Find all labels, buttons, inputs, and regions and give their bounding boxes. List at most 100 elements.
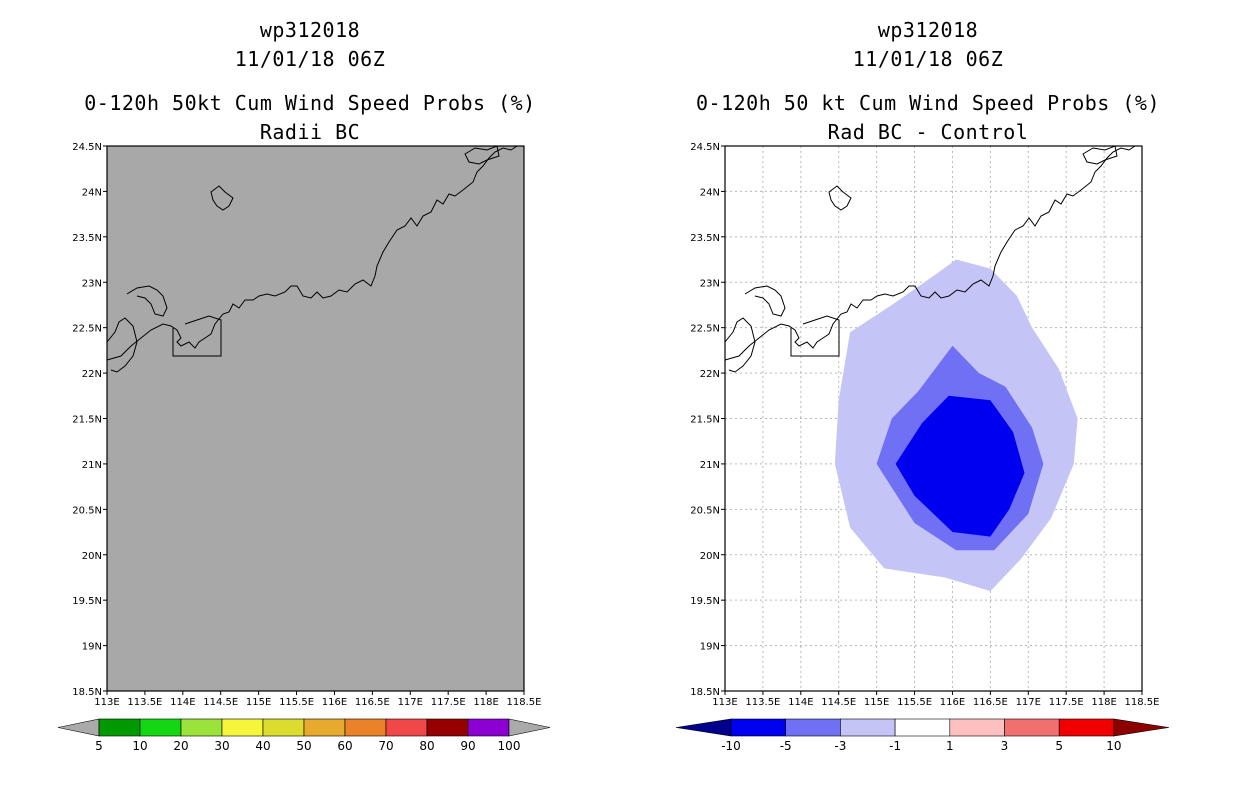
lat-label: 24.5N xyxy=(690,142,720,153)
colorbar-label: 60 xyxy=(337,739,352,753)
colorbar-segment xyxy=(262,718,305,737)
colorbar-segment xyxy=(894,718,951,737)
left-storm-id: wp312018 xyxy=(259,18,361,42)
lat-label: 19N xyxy=(700,642,720,653)
right-title: 0-120h 50 kt Cum Wind Speed Probs (%) xyxy=(695,91,1161,115)
coastline xyxy=(724,317,756,373)
coastline xyxy=(126,285,168,317)
lon-label: 113.5E xyxy=(745,697,780,708)
lon-label: 113.5E xyxy=(127,697,162,708)
probability-contour xyxy=(895,395,1025,537)
lon-label: 116E xyxy=(322,697,347,708)
lat-label: 19N xyxy=(82,642,102,653)
colorbar-label: 5 xyxy=(95,739,103,753)
colorbar-label: 70 xyxy=(378,739,393,753)
colorbar-label: 10 xyxy=(132,739,147,753)
lat-label: 23.5N xyxy=(690,233,720,244)
lon-label: 117E xyxy=(398,697,423,708)
lon-label: 115E xyxy=(864,697,889,708)
lon-label: 118.5E xyxy=(507,697,542,708)
lon-label: 117.5E xyxy=(1049,697,1084,708)
coastline xyxy=(790,315,840,357)
lon-label: 114E xyxy=(788,697,813,708)
island-outline xyxy=(1082,145,1118,165)
lat-label: 23N xyxy=(700,278,720,289)
right-subtitle: Rad BC - Control xyxy=(827,120,1029,144)
lat-label: 20.5N xyxy=(690,505,720,516)
colorbar-label: -1 xyxy=(889,739,901,753)
colorbar-label: -5 xyxy=(780,739,792,753)
colorbar-label: 90 xyxy=(460,739,475,753)
island-outline xyxy=(464,145,500,165)
lat-label: 20N xyxy=(82,551,102,562)
coastline xyxy=(744,285,786,317)
colorbar-label: 30 xyxy=(214,739,229,753)
lon-label: 113E xyxy=(712,697,737,708)
colorbar-segment xyxy=(221,718,264,737)
lat-label: 21.5N xyxy=(72,415,102,426)
colorbar-segment xyxy=(426,718,469,737)
lon-label: 114.5E xyxy=(821,697,856,708)
lat-label: 20.5N xyxy=(72,505,102,516)
lon-label: 118E xyxy=(473,697,498,708)
coastline xyxy=(724,145,1136,361)
lat-label: 21.5N xyxy=(690,415,720,426)
lat-label: 22.5N xyxy=(72,324,102,335)
lon-label: 116.5E xyxy=(973,697,1008,708)
colorbar-segment xyxy=(1004,718,1060,737)
colorbar-segment xyxy=(949,718,1005,737)
map-background xyxy=(107,146,524,691)
colorbar-segment xyxy=(139,718,182,737)
lat-label: 23.5N xyxy=(72,233,102,244)
left-datetime: 11/01/18 06Z xyxy=(234,47,386,71)
lat-label: 19.5N xyxy=(72,596,102,607)
colorbar-label: 1 xyxy=(946,739,954,753)
colorbar-label: 20 xyxy=(173,739,188,753)
colorbar-label: 100 xyxy=(498,739,521,753)
colorbar-segment xyxy=(840,718,896,737)
colorbar-high-arrow xyxy=(1113,718,1169,737)
colorbar-label: 5 xyxy=(1055,739,1063,753)
right-colorbar: -10 -5 -3 -1 1 3 5 10 xyxy=(675,718,1169,753)
lat-label: 22N xyxy=(700,369,720,380)
colorbar-label: -10 xyxy=(721,739,741,753)
colorbar-label: 3 xyxy=(1001,739,1009,753)
colorbar-segment xyxy=(785,718,841,737)
lat-label: 23N xyxy=(82,278,102,289)
lat-label: 24.5N xyxy=(72,142,102,153)
colorbar-segment xyxy=(730,718,787,737)
colorbar-label: 50 xyxy=(296,739,311,753)
colorbar-label: 80 xyxy=(419,739,434,753)
lon-label: 115.5E xyxy=(279,697,314,708)
lon-label: 117E xyxy=(1016,697,1041,708)
colorbar-low-arrow xyxy=(675,718,732,737)
lat-label: 19.5N xyxy=(690,596,720,607)
lat-label: 18.5N xyxy=(690,687,720,698)
lat-label: 24N xyxy=(82,187,102,198)
lon-label: 115.5E xyxy=(897,697,932,708)
lat-label: 24N xyxy=(700,187,720,198)
colorbar-segment xyxy=(467,718,510,737)
colorbar-low-arrow xyxy=(57,718,100,737)
colorbar-label: 40 xyxy=(255,739,270,753)
colorbar-segment xyxy=(1058,718,1115,737)
colorbar-label: -3 xyxy=(834,739,846,753)
lon-label: 115E xyxy=(246,697,271,708)
coastline xyxy=(172,315,222,357)
colorbar-high-arrow xyxy=(508,718,551,737)
lon-label: 118.5E xyxy=(1125,697,1160,708)
coastline xyxy=(106,317,138,373)
lon-label: 116E xyxy=(940,697,965,708)
lon-label: 116.5E xyxy=(355,697,390,708)
colorbar-label: 10 xyxy=(1106,739,1121,753)
left-colorbar: 5 10 20 30 40 50 60 70 80 90 100 xyxy=(57,718,551,753)
lat-label: 22N xyxy=(82,369,102,380)
right-map-panel: 24.5N 24N 23.5N 23N 22.5N 22N 21.5N 21N 20.5N 20N… xyxy=(690,142,1159,708)
island-outline xyxy=(210,185,234,211)
coastline xyxy=(106,145,518,361)
lon-label: 114.5E xyxy=(203,697,238,708)
lat-label: 22.5N xyxy=(690,324,720,335)
lon-label: 114E xyxy=(170,697,195,708)
island-outline xyxy=(828,185,852,211)
